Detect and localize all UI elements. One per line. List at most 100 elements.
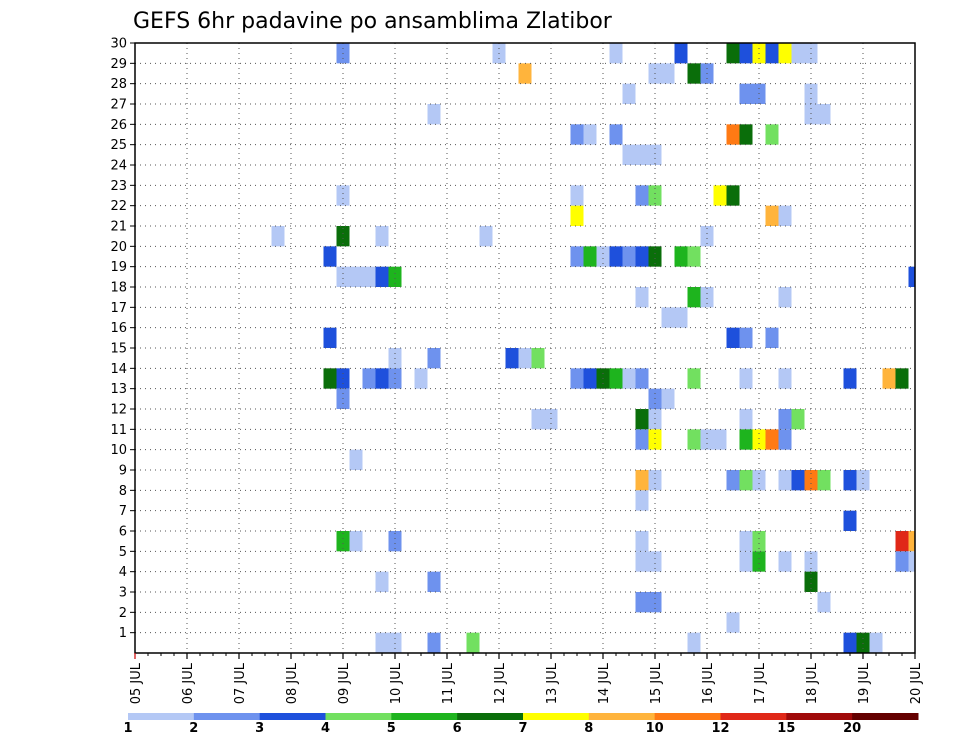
- heatmap-cell: [271, 226, 285, 247]
- heatmap-cell: [778, 551, 792, 572]
- y-tick-label: 20: [110, 240, 127, 255]
- heatmap-cell: [687, 287, 701, 308]
- heatmap-cell: [739, 531, 753, 552]
- heatmap-cell: [648, 246, 662, 267]
- heatmap-cell: [895, 531, 909, 552]
- heatmap-cell: [843, 510, 857, 531]
- heatmap-cell: [739, 327, 753, 348]
- heatmap-cell: [518, 63, 532, 84]
- heatmap-cell: [375, 266, 389, 287]
- heatmap-cell: [791, 43, 805, 64]
- heatmap-cell: [817, 470, 831, 491]
- x-tick-label: 09 JUL: [337, 662, 352, 704]
- heatmap-cell: [375, 571, 389, 592]
- heatmap-cell: [635, 551, 649, 572]
- heatmap-cell: [739, 124, 753, 145]
- y-tick-label: 3: [119, 586, 127, 601]
- heatmap-cell: [622, 246, 636, 267]
- x-tick-label: 14 JUL: [597, 662, 612, 704]
- colorbar-label: 7: [518, 721, 527, 736]
- colorbar-swatch: [523, 713, 590, 720]
- y-tick-label: 28: [110, 77, 127, 92]
- y-tick-label: 29: [110, 57, 127, 72]
- heatmap-cell: [752, 531, 766, 552]
- colorbar-label: 12: [711, 721, 729, 736]
- heatmap-cell: [648, 144, 662, 165]
- heatmap-cell: [479, 226, 493, 247]
- heatmap-cell: [635, 429, 649, 450]
- x-tick-label: 08 JUL: [285, 662, 300, 704]
- colorbar-swatch: [391, 713, 458, 720]
- heatmap-cell: [752, 551, 766, 572]
- heatmap-cell: [323, 368, 337, 389]
- heatmap-cell: [804, 470, 818, 491]
- heatmap-cell: [778, 368, 792, 389]
- heatmap-cell: [843, 470, 857, 491]
- heatmap-cell: [687, 63, 701, 84]
- x-tick-label: 07 JUL: [233, 662, 248, 704]
- x-tick-label: 20 JUL: [909, 662, 924, 704]
- x-tick-label: 12 JUL: [493, 662, 508, 704]
- heatmap-cell: [635, 368, 649, 389]
- heatmap-cell: [427, 571, 441, 592]
- heatmap-cell: [661, 388, 675, 409]
- y-tick-label: 24: [110, 159, 127, 174]
- x-tick-label: 15 JUL: [649, 662, 664, 704]
- heatmap-cell: [583, 246, 597, 267]
- y-tick-label: 4: [119, 565, 127, 580]
- heatmap-cell: [635, 185, 649, 206]
- heatmap-cell: [570, 185, 584, 206]
- y-tick-label: 18: [110, 281, 127, 296]
- x-tick-label: 19 JUL: [857, 662, 872, 704]
- heatmap-cell: [635, 144, 649, 165]
- heatmap-cell: [531, 409, 545, 430]
- heatmap-cell: [726, 124, 740, 145]
- y-tick-label: 23: [110, 179, 127, 194]
- colorbar-label: 6: [453, 721, 462, 736]
- y-tick-label: 1: [119, 626, 127, 641]
- colorbar-label: 15: [777, 721, 795, 736]
- y-tick-label: 26: [110, 118, 127, 133]
- heatmap-cell: [622, 144, 636, 165]
- heatmap-cell: [544, 409, 558, 430]
- colorbar-swatch: [588, 713, 656, 720]
- heatmap-cell: [635, 470, 649, 491]
- heatmap-cell: [518, 348, 532, 369]
- heatmap-cell: [635, 409, 649, 430]
- heatmap-cell: [908, 266, 915, 287]
- heatmap-cell: [765, 43, 779, 64]
- heatmap-cell: [388, 266, 402, 287]
- heatmap-cell: [362, 266, 376, 287]
- heatmap-cell: [531, 348, 545, 369]
- heatmap-cell: [414, 368, 428, 389]
- y-tick-label: 17: [110, 301, 127, 316]
- colorbar-swatch: [128, 713, 195, 720]
- heatmap-cell: [648, 185, 662, 206]
- heatmap-cell: [674, 43, 688, 64]
- heatmap-cell: [570, 205, 584, 226]
- heatmap-cell: [427, 348, 441, 369]
- heatmap-cell: [739, 43, 753, 64]
- heatmap-cell: [765, 327, 779, 348]
- heatmap-cell: [726, 612, 740, 633]
- heatmap-cell: [427, 104, 441, 125]
- y-tick-label: 5: [119, 545, 127, 560]
- heatmap-cell: [687, 429, 701, 450]
- heatmap-cell: [778, 287, 792, 308]
- y-axis: 1234567891011121314151617181920212223242…: [110, 37, 135, 641]
- colorbar-swatch: [193, 713, 261, 720]
- y-tick-label: 10: [110, 443, 127, 458]
- heatmap-cell: [778, 470, 792, 491]
- heatmap-cell: [739, 83, 753, 104]
- heatmap-cell: [908, 551, 915, 572]
- heatmap-cell: [648, 592, 662, 613]
- heatmap-cell: [583, 368, 597, 389]
- colorbar-label: 4: [321, 721, 330, 736]
- y-tick-label: 11: [110, 423, 127, 438]
- heatmap-cell: [765, 429, 779, 450]
- y-tick-label: 27: [110, 98, 127, 113]
- x-tick-label: 18 JUL: [805, 662, 820, 704]
- heatmap-cell: [505, 348, 519, 369]
- heatmap-cell: [843, 368, 857, 389]
- colorbar-label: 3: [255, 721, 264, 736]
